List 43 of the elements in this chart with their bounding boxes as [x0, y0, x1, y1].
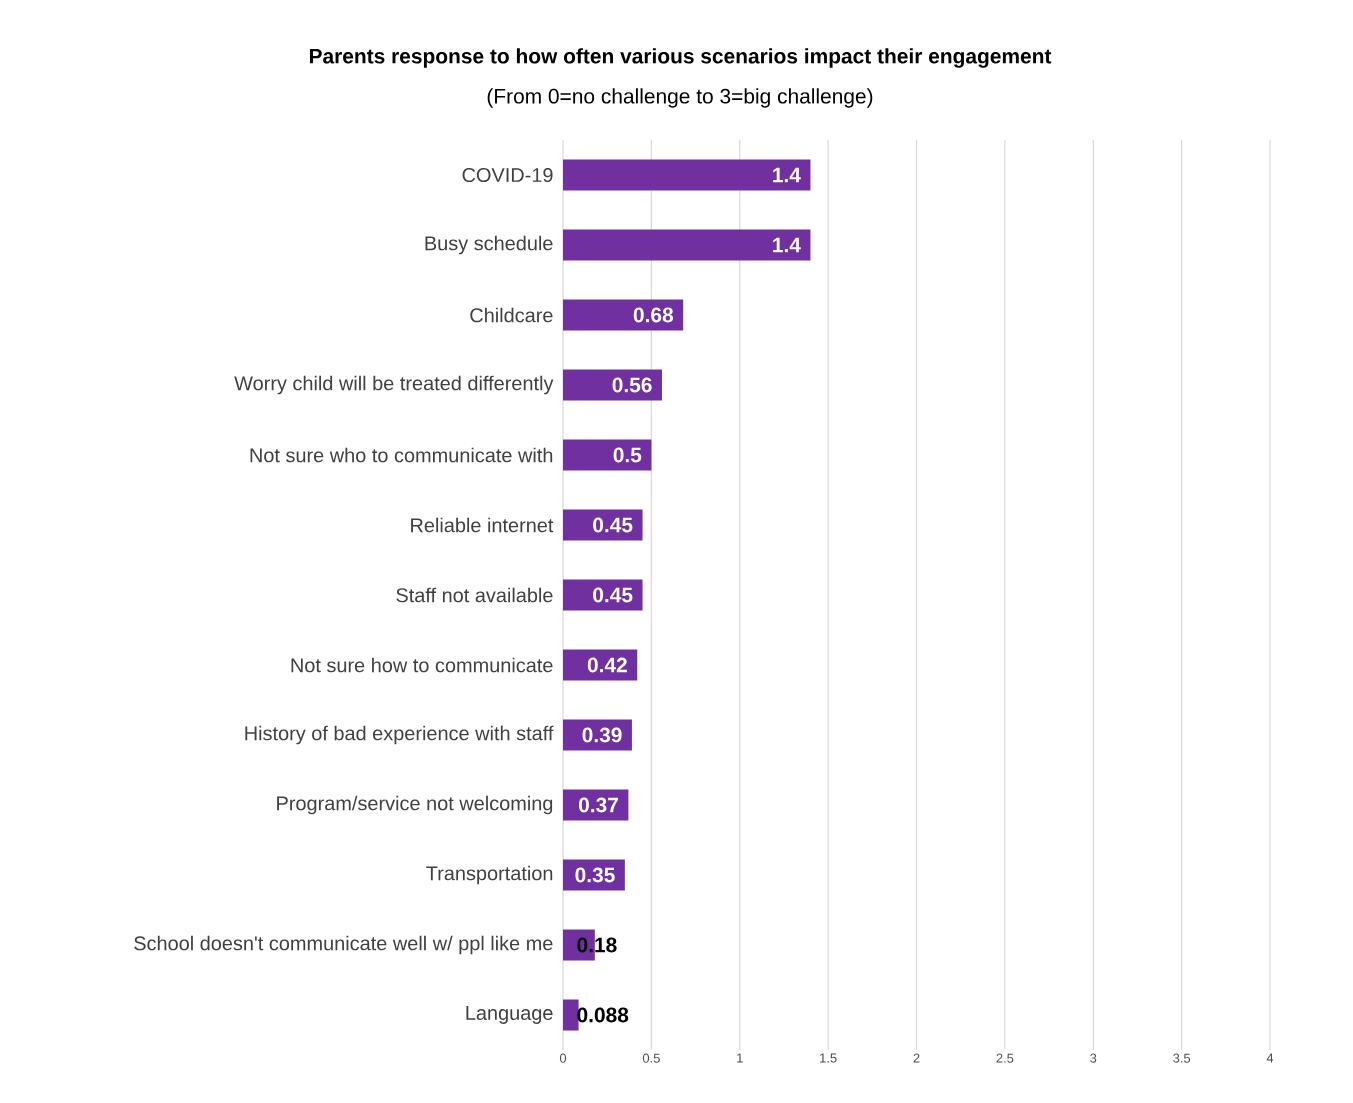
y-tick-label: History of bad experience with staff: [245, 725, 554, 745]
y-tick-label: Busy schedule: [425, 235, 553, 255]
x-tick-label: 1: [737, 1053, 743, 1063]
bar: [563, 509, 643, 541]
y-tick-label: Not sure how to communicate: [291, 657, 553, 673]
x-tick-label: 2: [913, 1053, 920, 1063]
chart-title: Parents response to how often various scenarios impact their engagement: [309, 48, 1052, 68]
x-tick-label: 0: [559, 1053, 567, 1063]
y-tick-label: Worry child will be treated differently: [234, 375, 554, 395]
y-tick-label: Reliable internet: [411, 517, 554, 533]
data-label: 0.45: [593, 517, 633, 533]
bar: [563, 999, 579, 1031]
y-tick-label: Language: [466, 1006, 553, 1024]
y-tick-label: Transportation: [426, 865, 553, 885]
x-tick-label: 3: [1090, 1053, 1097, 1063]
y-tick-label: Staff not available: [396, 587, 553, 603]
y-tick-label: School doesn't communicate well w/ ppl like me: [134, 935, 553, 955]
bar: [563, 439, 652, 471]
x-tick-label: 1.5: [820, 1053, 837, 1063]
x-tick-label: 0.5: [642, 1053, 660, 1063]
data-label: 0.68: [633, 307, 674, 323]
bar: [563, 299, 684, 331]
y-tick-label: Not sure who to communicate with: [250, 447, 553, 463]
data-label: 0.35: [575, 867, 615, 883]
chart-subtitle: (From 0=no challenge to 3=big challenge): [487, 88, 873, 108]
y-tick-label: Childcare: [470, 307, 553, 323]
y-tick-label: COVID-19: [462, 167, 553, 183]
x-tick-label: 2.5: [996, 1053, 1014, 1063]
data-label: 0.39: [582, 727, 622, 743]
data-label: 0.56: [612, 377, 652, 393]
data-label: 0.37: [578, 797, 618, 813]
bar: [563, 579, 643, 611]
data-label: 1.4: [773, 167, 801, 183]
data-label: 0.42: [587, 657, 627, 673]
data-label: 1.4: [773, 237, 801, 253]
bar: [563, 229, 811, 261]
data-label: 0.45: [593, 587, 633, 603]
y-tick-label: Program/service not welcoming: [277, 795, 553, 815]
bar: [563, 369, 662, 401]
x-tick-label: 4: [1266, 1053, 1274, 1063]
data-label: 0.5: [613, 447, 642, 463]
bar: [563, 159, 811, 191]
x-tick-label: 3.5: [1173, 1053, 1191, 1063]
